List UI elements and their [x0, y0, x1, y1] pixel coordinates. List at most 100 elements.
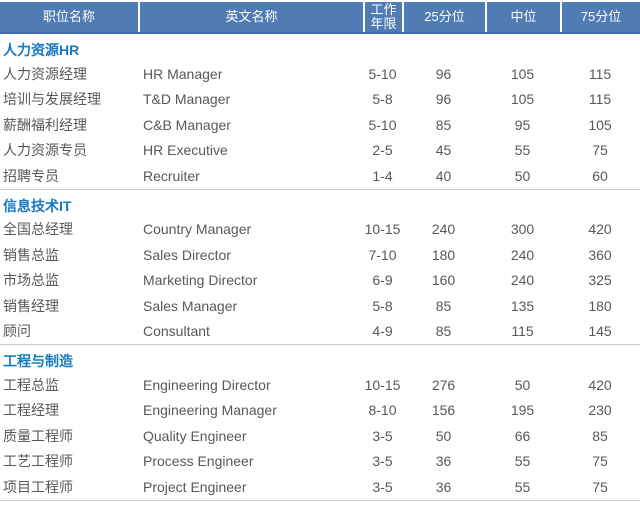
table-header: 职位名称 英文名称 工作 年限 25分位 中位 75分位: [0, 2, 640, 34]
cell-title-cn: 质量工程师: [3, 427, 73, 444]
cell-title-cn: 培训与发展经理: [3, 91, 101, 108]
cell-title-en: Recruiter: [143, 167, 200, 184]
table-row: 工程经理 Engineering Manager 8-10 156 195 230: [0, 398, 640, 424]
cell-years: 2-5: [372, 142, 393, 159]
table-row: 销售总监 Sales Director 7-10 180 240 360: [0, 242, 640, 268]
cell-median: 105: [510, 91, 535, 108]
cell-p75: 105: [588, 116, 612, 133]
table-row: 薪酬福利经理 C&B Manager 5-10 85 95 105: [0, 112, 640, 138]
cell-p25: 40: [435, 167, 452, 184]
section-title: 工程与制造: [3, 353, 73, 369]
cell-p25: 180: [431, 246, 456, 263]
cell-title-en: Marketing Director: [143, 272, 258, 289]
cell-p25: 36: [435, 453, 452, 470]
table-body: 人力资源HR 人力资源经理 HR Manager 5-10 96 105 115 培训与发展经…: [0, 34, 640, 501]
cell-title-en: HR Executive: [143, 142, 228, 159]
table-row: 质量工程师 Quality Engineer 3-5 50 66 85: [0, 423, 640, 449]
cell-p25: 160: [431, 272, 456, 289]
cell-median: 55: [514, 142, 531, 159]
cell-p25: 156: [431, 402, 456, 419]
cell-title-cn: 工程经理: [3, 402, 59, 419]
cell-p75: 325: [588, 272, 612, 289]
cell-years: 7-10: [368, 246, 397, 263]
cell-years: 10-15: [364, 221, 401, 238]
cell-years: 5-10: [368, 116, 397, 133]
cell-p25: 240: [431, 221, 456, 238]
section-信息技术IT: 信息技术IT 全国总经理 Country Manager 10-15 240 300 420…: [0, 190, 640, 345]
cell-years: 8-10: [368, 402, 397, 419]
cell-title-cn: 人力资源经理: [3, 65, 87, 82]
cell-median: 240: [510, 246, 535, 263]
cell-title-cn: 销售经理: [3, 297, 59, 314]
cell-title-en: Consultant: [143, 323, 210, 340]
column-header-p75: 75分位: [560, 2, 640, 32]
table-row: 工艺工程师 Process Engineer 3-5 36 55 75: [0, 449, 640, 475]
cell-p25: 36: [435, 478, 452, 495]
cell-title-cn: 招聘专员: [3, 167, 59, 184]
salary-table: 职位名称 英文名称 工作 年限 25分位 中位 75分位 人力资源HR 人力资源经理 HR M…: [0, 2, 640, 501]
cell-median: 55: [514, 453, 531, 470]
cell-p75: 75: [592, 453, 608, 470]
cell-title-cn: 项目工程师: [3, 478, 73, 495]
table-row: 工程总监 Engineering Director 10-15 276 50 420: [0, 372, 640, 398]
cell-years: 5-8: [372, 91, 393, 108]
cell-p75: 85: [592, 427, 608, 444]
cell-p25: 85: [435, 116, 452, 133]
cell-median: 66: [514, 427, 531, 444]
column-header-median: 中位: [485, 2, 560, 32]
cell-years: 3-5: [372, 478, 393, 495]
table-row: 招聘专员 Recruiter 1-4 40 50 60: [0, 163, 640, 189]
cell-title-en: Project Engineer: [143, 478, 247, 495]
cell-p25: 85: [435, 297, 452, 314]
cell-years: 5-10: [368, 65, 397, 82]
cell-years: 6-9: [372, 272, 393, 289]
cell-years: 4-9: [372, 323, 393, 340]
cell-title-en: Quality Engineer: [143, 427, 247, 444]
cell-p25: 50: [435, 427, 452, 444]
cell-p75: 75: [592, 142, 608, 159]
cell-title-en: HR Manager: [143, 65, 223, 82]
cell-median: 55: [514, 478, 531, 495]
cell-median: 115: [511, 323, 534, 340]
cell-title-en: C&B Manager: [143, 116, 231, 133]
cell-title-cn: 市场总监: [3, 272, 59, 289]
cell-title-cn: 销售总监: [3, 246, 59, 263]
cell-years: 3-5: [372, 453, 393, 470]
cell-title-en: Sales Manager: [143, 297, 238, 314]
cell-p75: 115: [588, 91, 612, 108]
cell-p75: 60: [592, 167, 608, 184]
cell-p75: 145: [588, 323, 612, 340]
cell-median: 300: [510, 221, 535, 238]
cell-title-cn: 工艺工程师: [3, 453, 73, 470]
section-人力资源HR: 人力资源HR 人力资源经理 HR Manager 5-10 96 105 115 培训与发展经…: [0, 34, 640, 190]
cell-p75: 420: [588, 221, 612, 238]
cell-p25: 85: [435, 323, 452, 340]
cell-title-en: T&D Manager: [143, 91, 231, 108]
cell-years: 10-15: [364, 376, 401, 393]
cell-p25: 96: [435, 65, 452, 82]
cell-years: 5-8: [372, 297, 393, 314]
table-row: 项目工程师 Project Engineer 3-5 36 55 75: [0, 474, 640, 500]
cell-p25: 45: [435, 142, 452, 159]
cell-median: 240: [510, 272, 535, 289]
cell-title-en: Sales Director: [143, 246, 231, 263]
cell-p75: 75: [592, 478, 608, 495]
table-row: 人力资源经理 HR Manager 5-10 96 105 115: [0, 61, 640, 87]
column-header-title-cn: 职位名称: [0, 2, 138, 32]
cell-years: 3-5: [372, 427, 393, 444]
cell-median: 135: [510, 297, 535, 314]
table-row: 人力资源专员 HR Executive 2-5 45 55 75: [0, 138, 640, 164]
cell-title-cn: 人力资源专员: [3, 142, 87, 159]
cell-title-en: Engineering Manager: [143, 402, 277, 419]
cell-title-cn: 顾问: [3, 323, 31, 340]
cell-title-cn: 全国总经理: [3, 221, 73, 238]
cell-p75: 360: [588, 246, 612, 263]
section-title: 信息技术IT: [3, 197, 72, 214]
cell-p75: 420: [588, 376, 612, 393]
cell-p75: 115: [588, 65, 612, 82]
cell-median: 105: [510, 65, 535, 82]
cell-title-cn: 工程总监: [3, 376, 59, 393]
cell-median: 95: [514, 116, 531, 133]
column-header-p25: 25分位: [402, 2, 485, 32]
section-title: 人力资源HR: [3, 42, 80, 58]
